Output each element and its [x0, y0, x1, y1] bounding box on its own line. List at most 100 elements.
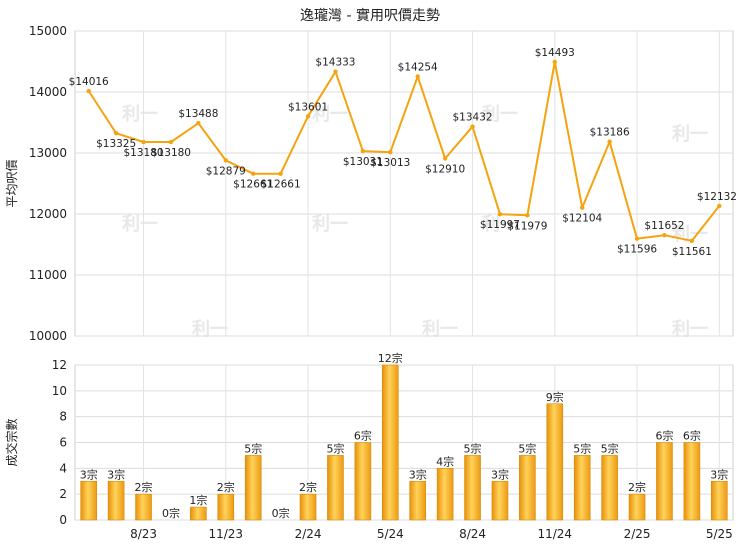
volume-bar: [217, 493, 235, 521]
price-data-label: $12661: [261, 179, 301, 191]
volume-data-label: 5宗: [573, 441, 591, 455]
price-point: [634, 236, 640, 241]
price-point: [689, 238, 695, 243]
volume-data-label: 2宗: [135, 480, 153, 494]
x-tick-label: 8/24: [459, 527, 486, 541]
volume-data-label: 2宗: [299, 480, 317, 494]
price-data-label: $13325: [96, 138, 136, 150]
x-tick-label: 2/24: [295, 527, 322, 541]
watermark-text: 利一: [482, 213, 518, 235]
volume-chart: 0 2 4 6 8 10 12 成交宗數 8/23 11/23 2/24 5/24 8/24 11/24 2…: [4, 351, 734, 541]
price-point: [607, 139, 612, 144]
volume-data-label: 3宗: [710, 467, 728, 481]
volume-bar: [601, 455, 618, 521]
price-data-label: $13601: [288, 101, 328, 113]
volume-bar: [244, 455, 262, 521]
price-data-label: $13432: [452, 112, 492, 124]
watermark-text: 利一: [312, 213, 348, 235]
volume-data-label: 5宗: [518, 441, 536, 455]
volume-data-label: 3宗: [491, 467, 509, 481]
price-data-label: $13013: [370, 157, 410, 169]
volume-y-tick-label: 12: [52, 358, 67, 372]
price-point: [251, 171, 256, 176]
price-point: [360, 148, 366, 154]
x-tick-label: 5/24: [377, 527, 404, 541]
price-y-tick-label: 10000: [29, 329, 67, 343]
price-data-label: $12661: [233, 179, 273, 191]
volume-data-label: 9宗: [546, 390, 564, 404]
volume-y-tick-label: 2: [59, 487, 67, 501]
price-point: [580, 205, 585, 210]
volume-bar: [381, 364, 399, 521]
x-tick-label: 11/23: [208, 527, 243, 541]
chart-title: 逸瓏灣 - 實用呎價走勢: [300, 7, 440, 24]
volume-data-label: 2宗: [217, 480, 235, 494]
volume-bar: [299, 493, 317, 521]
volume-data-label: 0宗: [272, 506, 290, 520]
volume-bar: [573, 455, 591, 521]
volume-y-tick-label: 8: [59, 410, 67, 424]
volume-bar: [519, 455, 536, 521]
volume-bar: [190, 506, 207, 521]
price-point: [305, 114, 311, 119]
price-data-label: $14333: [315, 57, 355, 69]
volume-bar: [354, 442, 372, 521]
price-y-tick-label: 14000: [29, 85, 67, 99]
price-data-label: $11997: [480, 219, 520, 231]
volume-y-tick-label: 4: [59, 461, 67, 475]
price-point: [223, 158, 228, 163]
volume-data-label: 5宗: [326, 441, 344, 455]
price-data-label: $11979: [507, 220, 547, 232]
watermark-text: 利一: [422, 318, 458, 340]
price-point: [388, 150, 393, 155]
price-chart: 10000 11000 12000 13000 14000 15000 平均呎價 $14016…: [5, 24, 737, 343]
price-y-axis-label: 平均呎價: [5, 159, 19, 207]
watermark-text: 利一: [482, 103, 518, 125]
watermark-text: 利一: [192, 318, 228, 340]
volume-bar: [710, 480, 728, 521]
volume-y-tick-label: 6: [59, 436, 67, 450]
price-y-tick-label: 11000: [29, 268, 67, 282]
volume-bar: [546, 403, 564, 521]
volume-data-label: 6宗: [354, 429, 372, 443]
price-data-label: $11652: [644, 220, 684, 232]
price-data-label: $12910: [425, 163, 465, 175]
price-data-label: $12879: [206, 165, 246, 177]
price-series-line: [87, 60, 721, 242]
volume-bar: [628, 493, 646, 521]
price-plot-frame: [74, 30, 734, 337]
price-point: [278, 171, 283, 176]
volume-bar: [683, 442, 701, 521]
price-point: [141, 139, 146, 145]
volume-data-label: 5宗: [601, 441, 619, 455]
volume-bar: [80, 480, 98, 521]
price-y-tick-label: 15000: [29, 24, 67, 38]
price-point: [113, 130, 119, 136]
price-point: [442, 156, 448, 161]
volume-bar: [327, 455, 344, 521]
volume-bar: [464, 455, 481, 521]
price-point: [525, 213, 530, 218]
volume-y-tick-label: 0: [59, 513, 67, 527]
volume-data-label: 6宗: [683, 429, 701, 443]
watermark-text: 利一: [672, 318, 708, 340]
price-point: [552, 59, 557, 65]
volume-data-label: 3宗: [80, 467, 98, 481]
price-y-tick-label: 13000: [29, 146, 67, 160]
watermark-text: 利一: [312, 103, 348, 125]
price-data-label: $13186: [590, 127, 630, 139]
watermark-text: 利一: [672, 123, 708, 145]
volume-bar: [107, 480, 125, 521]
x-tick-label: 11/24: [537, 527, 572, 541]
volume-bar: [409, 480, 427, 521]
x-tick-label: 2/25: [624, 527, 651, 541]
price-data-label: $13180: [123, 147, 163, 159]
price-data-label: $14254: [398, 62, 438, 74]
price-data-label: $13488: [178, 108, 218, 120]
price-data-label: $13031: [343, 156, 383, 168]
price-data-label: $14016: [69, 76, 109, 88]
price-point: [717, 203, 722, 209]
price-point: [168, 139, 174, 145]
price-point: [662, 233, 667, 238]
